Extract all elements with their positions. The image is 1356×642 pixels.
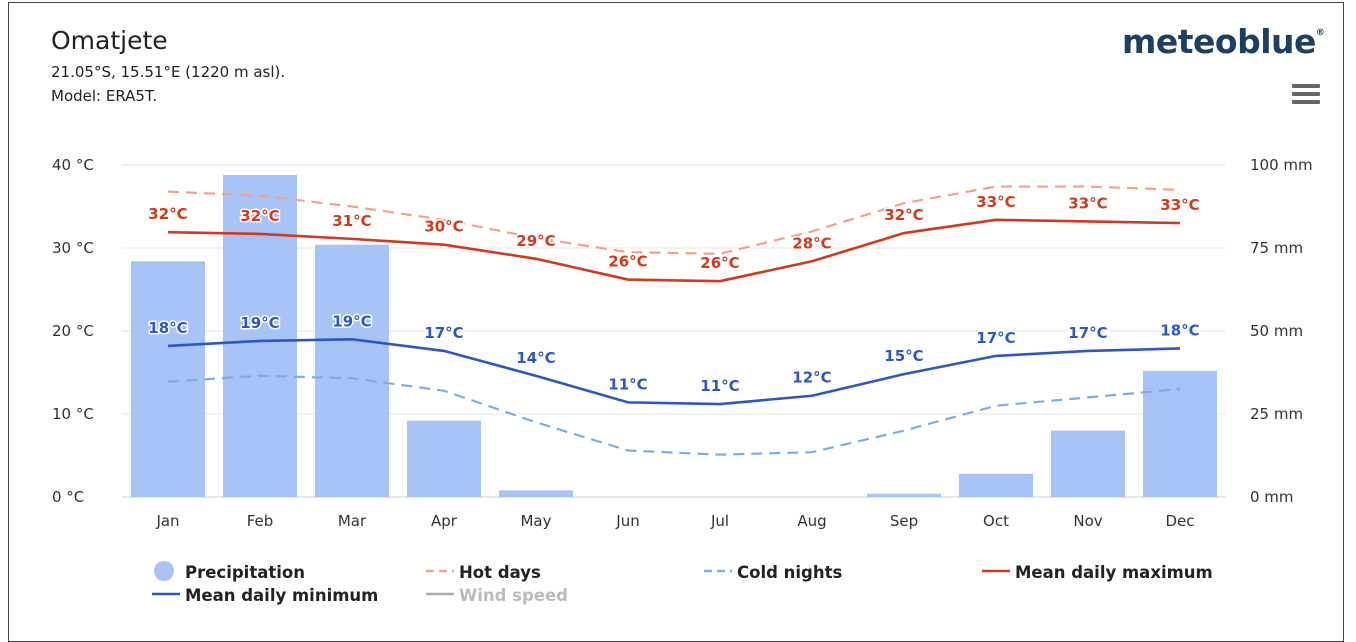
max-temp-data-label: 32°C: [240, 207, 279, 225]
min-temp-data-label: 11°C: [608, 375, 647, 393]
y-axis-left-tick-label: 0 °C: [52, 488, 84, 506]
y-axis-left-tick-label: 10 °C: [52, 405, 94, 423]
legend-item-label: Precipitation: [185, 563, 305, 582]
climate-chart: 0 °C 0 mm 10 °C 25 mm 20 °C 50 mm 30 °C 75 mm 40…: [52, 156, 1313, 605]
y-axis-right-tick-label: 75 mm: [1250, 239, 1303, 257]
y-axis-right-tick-label: 100 mm: [1250, 156, 1313, 174]
precipitation-bar: [867, 493, 941, 497]
x-axis-tick-label: Sep: [890, 512, 918, 530]
x-axis-tick-label: Mar: [338, 512, 367, 530]
x-axis-tick-label: Dec: [1165, 512, 1194, 530]
min-temp-data-label: 17°C: [976, 329, 1015, 347]
mean-daily-minimum-line: [167, 337, 1181, 406]
brand-name: meteoblue: [1122, 22, 1316, 61]
max-temp-data-label: 32°C: [148, 205, 187, 223]
max-temp-data-label: 31°C: [332, 212, 371, 230]
x-axis-tick-label: Feb: [247, 512, 274, 530]
y-axis-left-tick-label: 30 °C: [52, 239, 94, 257]
min-temp-data-label: 19°C: [332, 312, 371, 330]
precipitation-bar: [499, 490, 573, 497]
legend-item-label: Hot days: [459, 563, 541, 582]
precipitation-bar: [1143, 370, 1217, 497]
max-temp-data-label: 33°C: [976, 193, 1015, 211]
max-temp-data-label: 33°C: [1068, 194, 1107, 212]
min-temp-data-label: 14°C: [516, 349, 555, 367]
min-temp-data-label: 18°C: [1160, 321, 1199, 339]
x-axis-tick-label: Apr: [431, 512, 458, 530]
legend-precipitation-marker: [154, 561, 174, 581]
model-label: Model: ERA5T.: [51, 87, 158, 105]
x-axis-tick-label: May: [520, 512, 551, 530]
min-temp-data-label: 11°C: [700, 377, 739, 395]
max-temp-data-label: 26°C: [608, 253, 647, 271]
precipitation-bar: [407, 420, 481, 497]
page-title: Omatjete: [51, 26, 168, 55]
x-axis-tick-label: Nov: [1073, 512, 1102, 530]
brand-logo[interactable]: meteoblue®: [1122, 22, 1325, 61]
legend-item-label: Wind speed: [459, 586, 568, 605]
y-axis-left-tick-label: 40 °C: [52, 156, 94, 174]
x-axis-tick-label: Jun: [615, 512, 639, 530]
max-temp-data-label: 32°C: [884, 206, 923, 224]
precipitation-bar: [315, 244, 389, 497]
legend-item-label: Mean daily minimum: [185, 586, 378, 605]
max-temp-data-label: 28°C: [792, 234, 831, 252]
min-temp-data-label: 17°C: [424, 324, 463, 342]
min-temp-data-label: 18°C: [148, 319, 187, 337]
max-temp-data-label: 26°C: [700, 254, 739, 272]
precipitation-bar: [1051, 430, 1125, 497]
y-axis-left-tick-label: 20 °C: [52, 322, 94, 340]
hot-days-line: [167, 185, 1181, 255]
y-axis-right-tick-label: 50 mm: [1250, 322, 1303, 340]
legend-item-label: Cold nights: [737, 563, 843, 582]
menu-bar: [1292, 92, 1320, 96]
location-coordinates: 21.05°S, 15.51°E (1220 m asl).: [51, 63, 286, 81]
mean-daily-maximum-line: [167, 218, 1181, 283]
menu-bar: [1292, 84, 1320, 88]
cold-nights-line: [167, 374, 1181, 456]
max-temp-data-label: 29°C: [516, 232, 555, 250]
y-axis-right-tick-label: 0 mm: [1250, 488, 1294, 506]
min-temp-data-label: 12°C: [792, 369, 831, 387]
min-temp-data-label: 19°C: [240, 314, 279, 332]
brand-registered-mark: ®: [1315, 28, 1325, 38]
min-temp-data-label: 15°C: [884, 347, 923, 365]
max-temp-data-label: 30°C: [424, 218, 463, 236]
precipitation-bar: [959, 473, 1033, 497]
x-axis-tick-label: Jan: [155, 512, 179, 530]
legend-item-label: Mean daily maximum: [1015, 563, 1213, 582]
min-temp-data-label: 17°C: [1068, 324, 1107, 342]
x-axis-tick-label: Oct: [983, 512, 1009, 530]
precipitation-bar: [223, 174, 297, 497]
hamburger-menu-icon[interactable]: [1292, 84, 1320, 106]
x-axis-tick-label: Aug: [797, 512, 826, 530]
menu-bar: [1292, 100, 1320, 104]
y-axis-right-tick-label: 25 mm: [1250, 405, 1303, 423]
max-temp-data-label: 33°C: [1160, 196, 1199, 214]
x-axis-tick-label: Jul: [710, 512, 729, 530]
